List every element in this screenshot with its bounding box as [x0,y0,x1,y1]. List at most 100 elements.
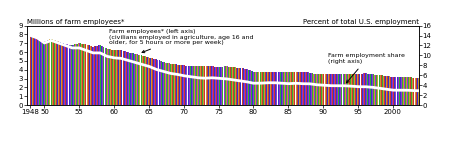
Bar [163,62,164,105]
Bar [213,66,214,105]
Bar [372,74,373,105]
Bar [220,67,221,105]
Bar [80,43,81,105]
Bar [357,74,358,105]
Bar [77,44,78,105]
Bar [320,74,321,105]
Bar [101,46,102,105]
Bar [301,72,302,105]
Bar [331,74,332,105]
Bar [54,40,55,105]
Bar [88,45,89,105]
Bar [122,51,123,105]
Bar [137,54,138,105]
Bar [149,58,150,105]
Bar [86,44,87,105]
Bar [334,74,335,105]
Bar [159,60,160,105]
Bar [63,43,64,105]
Bar [327,74,328,105]
Bar [341,74,342,105]
Bar [45,41,46,105]
Bar [299,72,300,105]
Bar [225,66,226,105]
Bar [253,72,254,105]
Bar [218,67,219,105]
Bar [291,72,292,105]
Bar [347,74,348,105]
Bar [356,74,357,105]
Bar [303,72,304,105]
Bar [224,66,225,105]
Bar [70,45,71,105]
Bar [75,44,76,105]
Bar [145,57,146,105]
Bar [31,36,32,105]
Bar [405,77,406,105]
Bar [194,66,195,105]
Bar [298,72,299,105]
Bar [107,49,108,105]
Bar [135,54,136,105]
Bar [375,75,376,105]
Bar [76,44,77,105]
Bar [195,66,196,105]
Bar [290,72,291,105]
Bar [179,65,180,105]
Bar [76,44,77,105]
Bar [30,35,31,105]
Bar [186,66,187,105]
Bar [229,67,230,105]
Bar [204,66,205,105]
Bar [306,72,307,105]
Bar [259,72,260,105]
Bar [118,50,119,105]
Bar [121,50,122,105]
Bar [81,44,82,105]
Bar [131,53,132,105]
Bar [406,77,407,105]
Bar [166,63,167,105]
Bar [381,75,382,105]
Bar [132,53,133,105]
Bar [111,50,112,105]
Bar [226,66,227,105]
Bar [282,72,283,105]
Bar [308,72,309,105]
Bar [257,72,258,105]
Bar [155,59,156,105]
Bar [285,72,286,105]
Bar [419,78,420,105]
Bar [85,44,86,105]
Bar [407,77,408,105]
Bar [197,66,198,105]
Bar [58,42,59,105]
Bar [141,56,142,105]
Bar [115,50,116,105]
Bar [281,72,282,105]
Bar [363,74,364,105]
Bar [32,36,33,105]
Bar [184,65,185,105]
Bar [133,53,134,105]
Bar [268,72,269,105]
Bar [99,45,100,105]
Bar [199,66,200,105]
Bar [189,66,190,105]
Bar [173,64,174,105]
Bar [242,68,243,105]
Bar [167,63,168,105]
Bar [57,41,58,105]
Bar [152,58,153,105]
Bar [72,45,73,105]
Bar [249,70,250,105]
Bar [350,74,351,105]
Bar [228,67,229,105]
Bar [374,75,375,105]
Bar [108,49,109,105]
Bar [330,74,331,105]
Bar [401,77,402,105]
Bar [206,66,207,105]
Bar [386,76,387,105]
Bar [275,72,276,105]
